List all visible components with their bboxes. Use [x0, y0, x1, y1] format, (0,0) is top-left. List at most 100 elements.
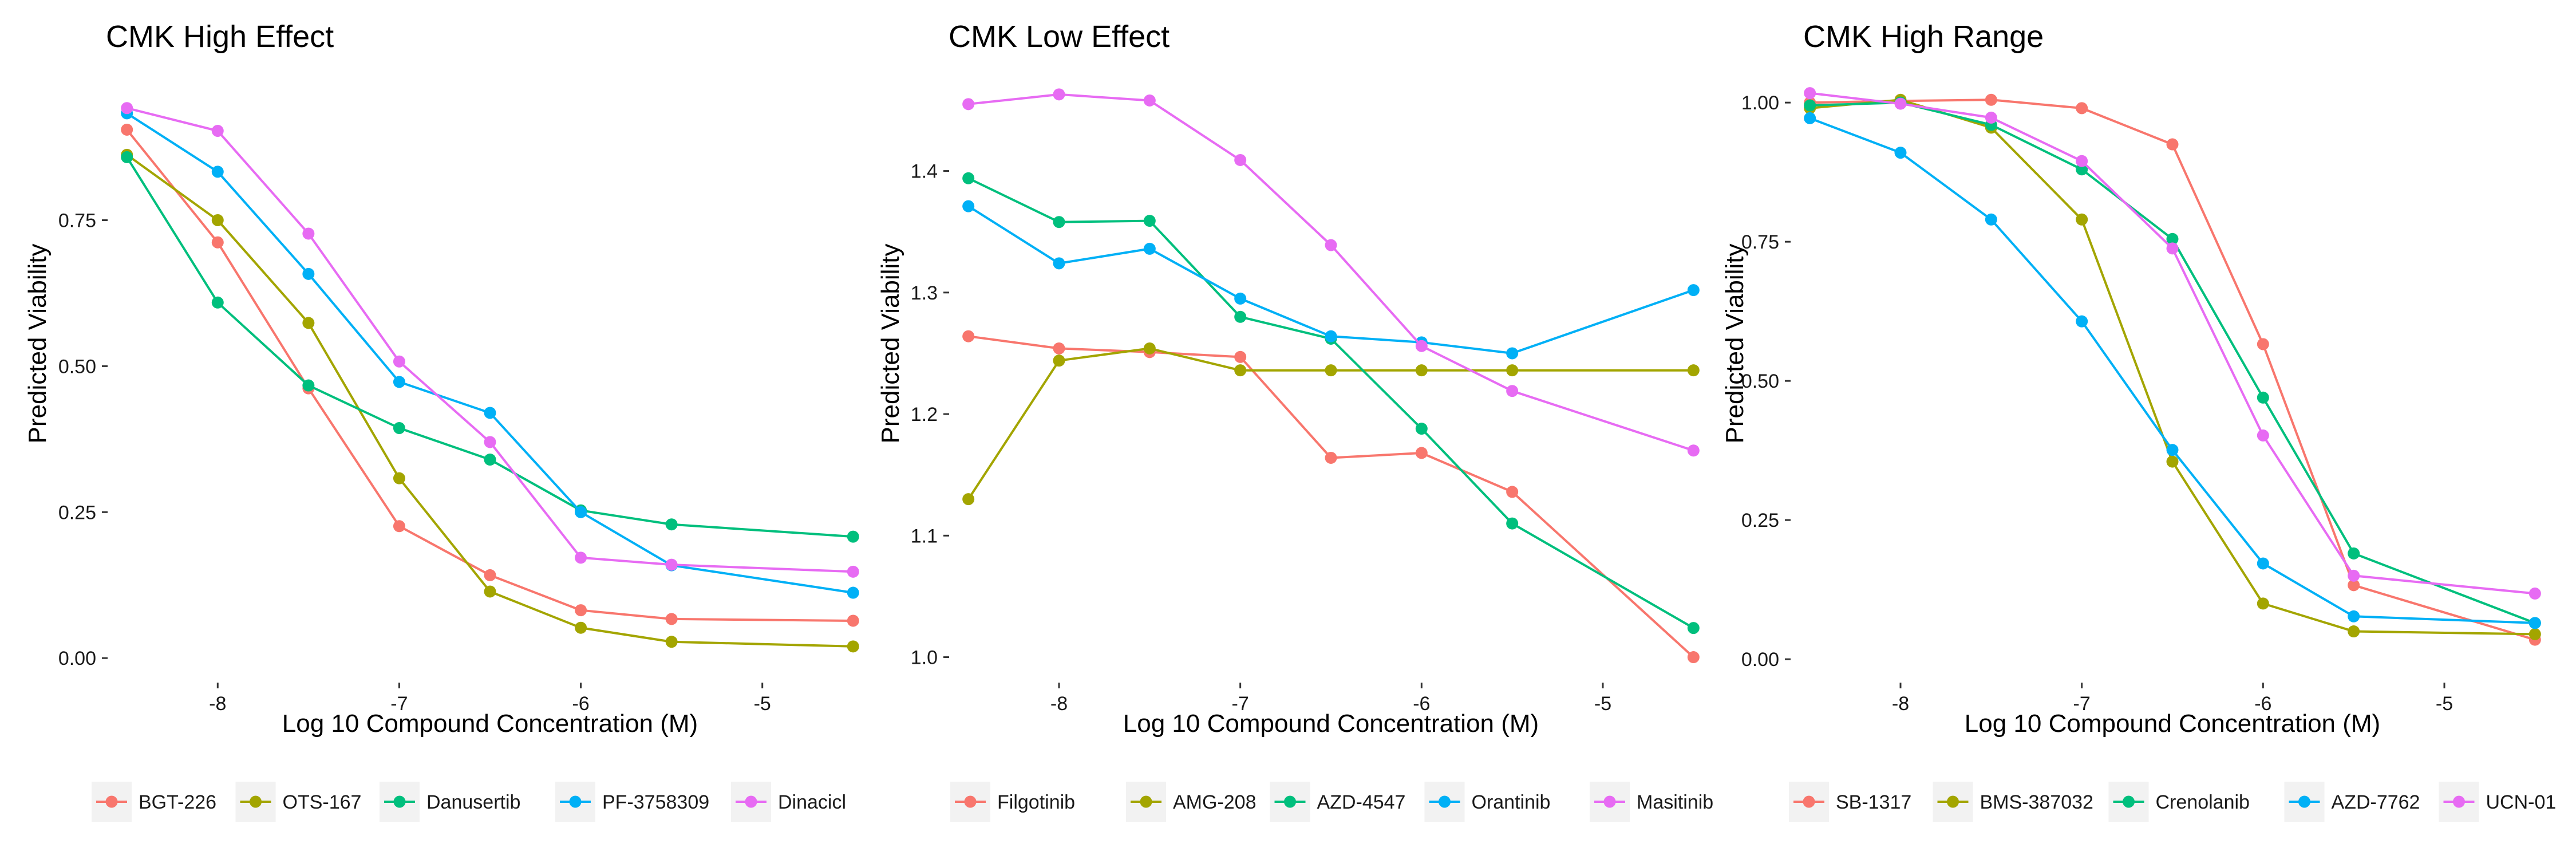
data-point — [1143, 94, 1156, 107]
data-point — [847, 586, 859, 599]
x-tick-label: -6 — [572, 693, 589, 715]
legend-key-point — [393, 795, 406, 808]
data-point — [1053, 216, 1065, 228]
legend-label: OTS-167 — [283, 791, 362, 813]
data-point — [1415, 364, 1428, 377]
data-point — [484, 585, 496, 598]
series-line-amg-208 — [967, 347, 1694, 500]
y-tick-label: 1.0 — [911, 647, 938, 669]
series-line-masitinib — [968, 93, 1694, 452]
data-point — [1325, 330, 1337, 342]
data-point — [2257, 557, 2269, 570]
x-tick-label: -5 — [754, 693, 771, 715]
data-point — [962, 200, 975, 212]
data-point — [1415, 340, 1428, 352]
chart-panel-2: CMK Low Effect 1.0 1.1 1.2 1.3 1.4 -8 -7 -6 -5 Log… — [876, 19, 1713, 822]
legend-key-point — [250, 795, 262, 808]
legend-key-point — [1803, 795, 1815, 808]
y-tick-label: 0.50 — [1741, 371, 1779, 392]
y-tick-label: 1.1 — [911, 525, 938, 547]
data-point — [1234, 364, 1247, 377]
series-line-ucn-01 — [1809, 92, 2535, 595]
data-point — [2528, 587, 2541, 600]
data-point — [962, 172, 975, 184]
series-line-azd-7762 — [1809, 117, 2535, 624]
y-tick-label: 0.00 — [58, 648, 96, 669]
legend-key-point — [569, 795, 582, 808]
x-tick-label: -8 — [1892, 693, 1909, 715]
series-line-dinacicl — [127, 107, 854, 573]
data-point — [393, 472, 405, 484]
legend-label: SB-1317 — [1836, 791, 1911, 813]
data-point — [1325, 364, 1337, 377]
data-point — [2348, 569, 2360, 582]
data-point — [1143, 215, 1156, 227]
data-point — [1804, 87, 1816, 100]
data-point — [302, 267, 315, 280]
data-point — [1506, 517, 1519, 530]
x-tick-label: -7 — [1232, 693, 1249, 715]
x-tick-label: -8 — [1050, 693, 1068, 715]
legend-key-point — [1603, 795, 1616, 808]
data-point — [393, 520, 405, 533]
y-tick-label: 1.4 — [911, 161, 938, 183]
legend-key-point — [2298, 795, 2310, 808]
data-point — [1985, 93, 1997, 106]
data-point — [1687, 284, 1700, 297]
legend-label: Dinacicl — [778, 791, 846, 813]
legend-key-point — [1947, 795, 1959, 808]
data-point — [302, 379, 315, 392]
data-point — [847, 565, 859, 578]
data-point — [2166, 455, 2179, 468]
data-point — [2076, 102, 2088, 115]
data-point — [1053, 88, 1065, 101]
data-point — [575, 621, 587, 634]
x-tick-label: -5 — [1594, 693, 1611, 715]
data-point — [2166, 444, 2179, 456]
y-tick-label: 0.75 — [1741, 231, 1779, 253]
legend-key-point — [2453, 795, 2465, 808]
data-point — [1687, 651, 1700, 664]
series-line-pf-3758309 — [126, 112, 854, 594]
data-point — [575, 551, 587, 564]
data-point — [211, 214, 224, 227]
y-tick-label: 0.25 — [58, 502, 96, 523]
legend: BGT-226 OTS-167 Danusertib PF-3758309 Dinaci… — [92, 782, 846, 822]
data-point — [2076, 213, 2088, 226]
data-point — [2257, 391, 2269, 404]
data-point — [393, 355, 405, 368]
data-point — [2348, 579, 2360, 592]
y-tick-label: 0.75 — [58, 210, 96, 232]
data-point — [393, 376, 405, 388]
data-point — [121, 151, 133, 163]
data-point — [1687, 622, 1700, 635]
data-point — [1985, 213, 1997, 226]
data-point — [1234, 153, 1247, 166]
x-tick-label: -6 — [1413, 693, 1430, 715]
data-point — [1053, 257, 1065, 270]
data-point — [1234, 350, 1247, 363]
data-point — [1506, 385, 1519, 397]
legend-label: Masitinib — [1637, 791, 1713, 813]
legend-label: Danusertib — [426, 791, 520, 813]
data-point — [1804, 112, 1816, 124]
data-point — [1234, 292, 1247, 305]
data-point — [2257, 597, 2269, 610]
series-line-danusertib — [126, 156, 854, 538]
data-point — [2076, 155, 2088, 167]
y-tick-label: 0.50 — [58, 356, 96, 377]
legend-label: PF-3758309 — [602, 791, 709, 813]
legend-label: BMS-387032 — [1980, 791, 2093, 813]
data-point — [484, 436, 496, 448]
series-line-orantinib — [967, 205, 1694, 354]
x-tick-label: -7 — [2073, 693, 2091, 715]
legend-key-point — [2123, 795, 2135, 808]
data-point — [302, 227, 315, 240]
legend-key-point — [745, 795, 757, 808]
legend-label: AZD-7762 — [2332, 791, 2420, 813]
legend-key-point — [964, 795, 977, 808]
data-point — [575, 604, 587, 617]
data-point — [847, 614, 859, 627]
x-axis-title: Log 10 Compound Concentration (M) — [1965, 710, 2380, 738]
